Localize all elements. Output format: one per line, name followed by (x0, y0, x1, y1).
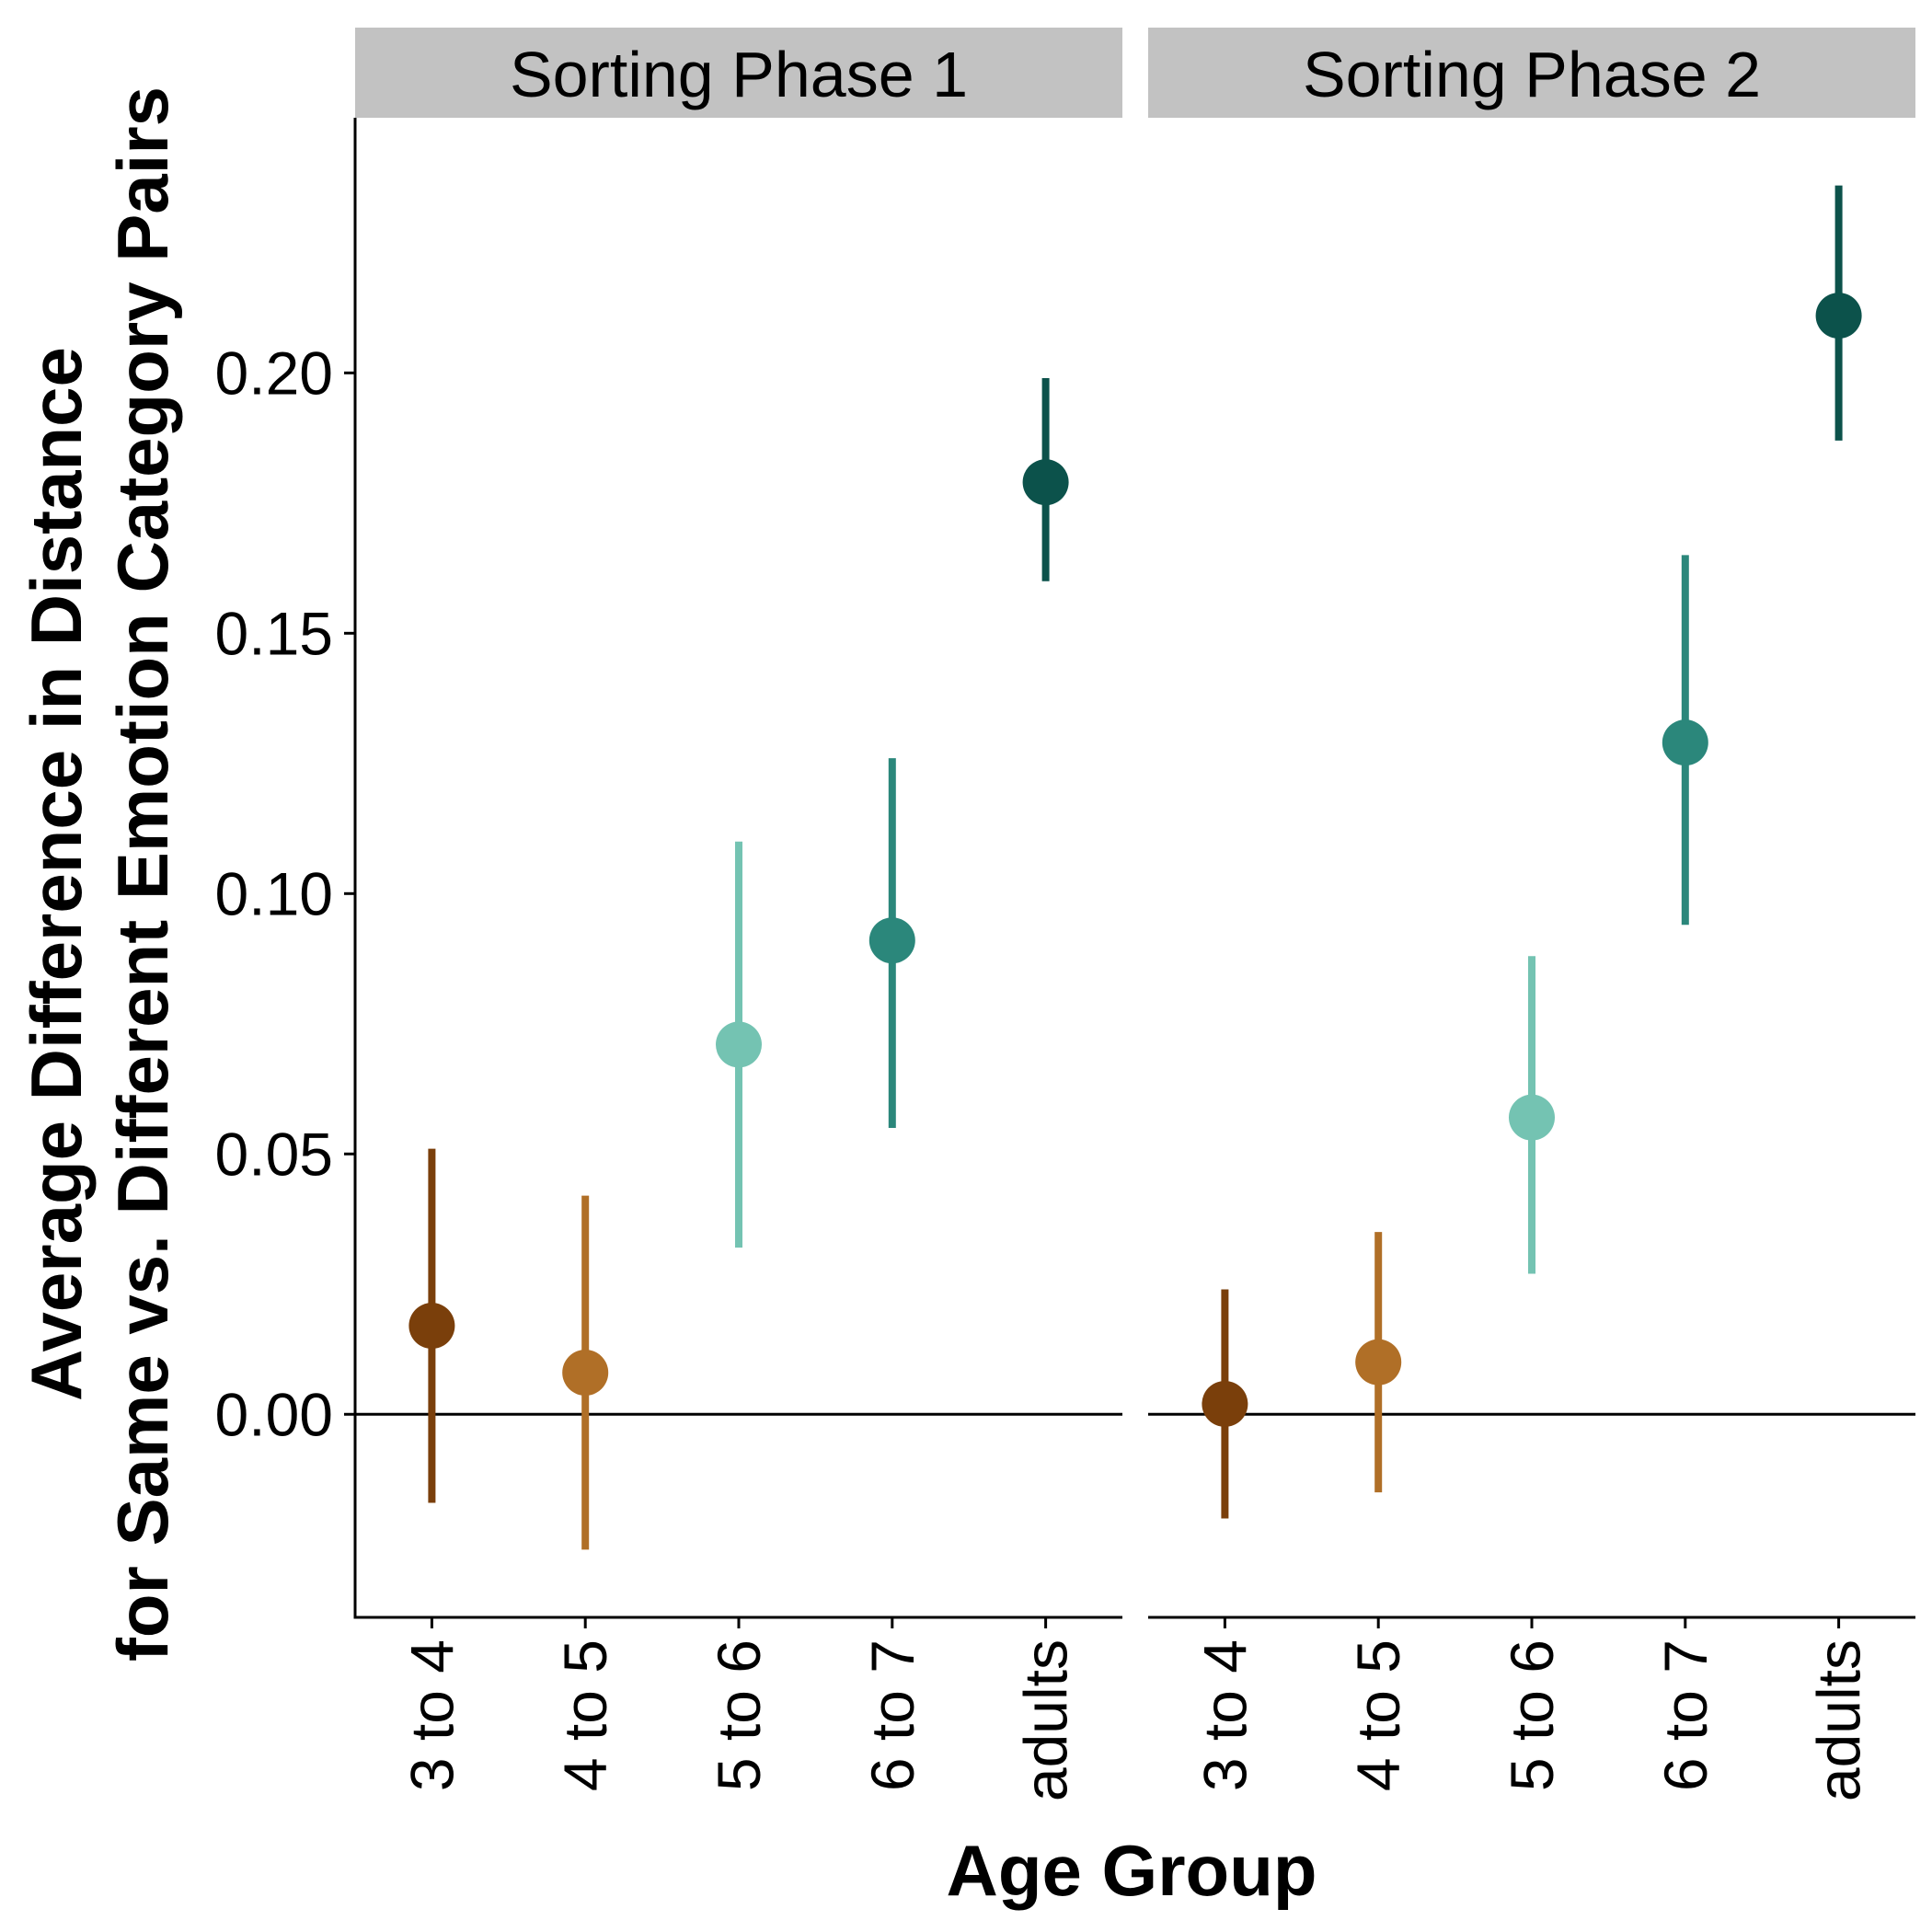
data-point-group (1662, 555, 1708, 926)
x-tick-label: adults (1012, 1639, 1080, 1801)
y-axis-title-line-2: for Same vs. Different Emotion Category … (102, 86, 183, 1662)
data-point (1815, 293, 1862, 339)
data-point (562, 1349, 609, 1396)
data-point-group (1509, 956, 1555, 1274)
y-tick-label: 0.20 (215, 339, 333, 407)
x-tick-label: adults (1805, 1639, 1873, 1801)
data-point (1662, 719, 1708, 766)
x-tick-label: 4 to 5 (551, 1639, 619, 1791)
x-tick-label: 3 to 4 (1190, 1639, 1259, 1791)
data-point (1022, 459, 1069, 506)
y-axis-title-line-1: Average Difference in Distance (16, 347, 97, 1401)
data-point (1509, 1094, 1555, 1141)
x-tick-label: 5 to 6 (1498, 1639, 1566, 1791)
data-point-group (716, 841, 762, 1248)
data-point-group (408, 1148, 455, 1503)
panel-title: Sorting Phase 2 (1303, 39, 1761, 110)
x-tick-label: 4 to 5 (1344, 1639, 1412, 1791)
y-axis: 0.00 0.05 0.10 0.15 0.20 (215, 339, 355, 1448)
panel-title: Sorting Phase 1 (510, 39, 968, 110)
x-tick-label: 5 to 6 (705, 1639, 773, 1791)
panel-1: Sorting Phase 1 3 to 4 4 to 5 5 to 6 6 to 7 a… (353, 28, 1122, 1801)
panel-strip (1148, 28, 1915, 118)
x-tick-label: 3 to 4 (397, 1639, 466, 1791)
x-tick-label: 6 to 7 (858, 1639, 926, 1791)
y-tick-label: 0.10 (215, 859, 333, 927)
y-tick-label: 0.00 (215, 1380, 333, 1448)
data-point (1202, 1380, 1248, 1427)
y-tick-label: 0.15 (215, 599, 333, 667)
data-point-group (1202, 1289, 1248, 1519)
panels: Sorting Phase 1 3 to 4 4 to 5 5 to 6 6 to 7 a… (353, 28, 1915, 1801)
x-axis-title: Age Group (947, 1830, 1317, 1911)
y-tick-label: 0.05 (215, 1120, 333, 1188)
data-point-group (868, 758, 915, 1128)
data-point (716, 1021, 762, 1068)
x-tick-label: 6 to 7 (1651, 1639, 1719, 1791)
data-point-group (1022, 377, 1069, 581)
panel-strip (355, 28, 1122, 118)
data-point-group (562, 1195, 609, 1550)
data-point (868, 917, 915, 964)
y-axis-title: Average Difference in Distance for Same … (16, 86, 183, 1662)
data-point (408, 1303, 455, 1350)
data-point (1355, 1339, 1402, 1386)
panel-2: Sorting Phase 2 3 to 4 4 to 5 5 to 6 6 to 7 a… (1148, 28, 1915, 1801)
data-point-group (1355, 1232, 1402, 1493)
data-point-group (1815, 185, 1862, 441)
